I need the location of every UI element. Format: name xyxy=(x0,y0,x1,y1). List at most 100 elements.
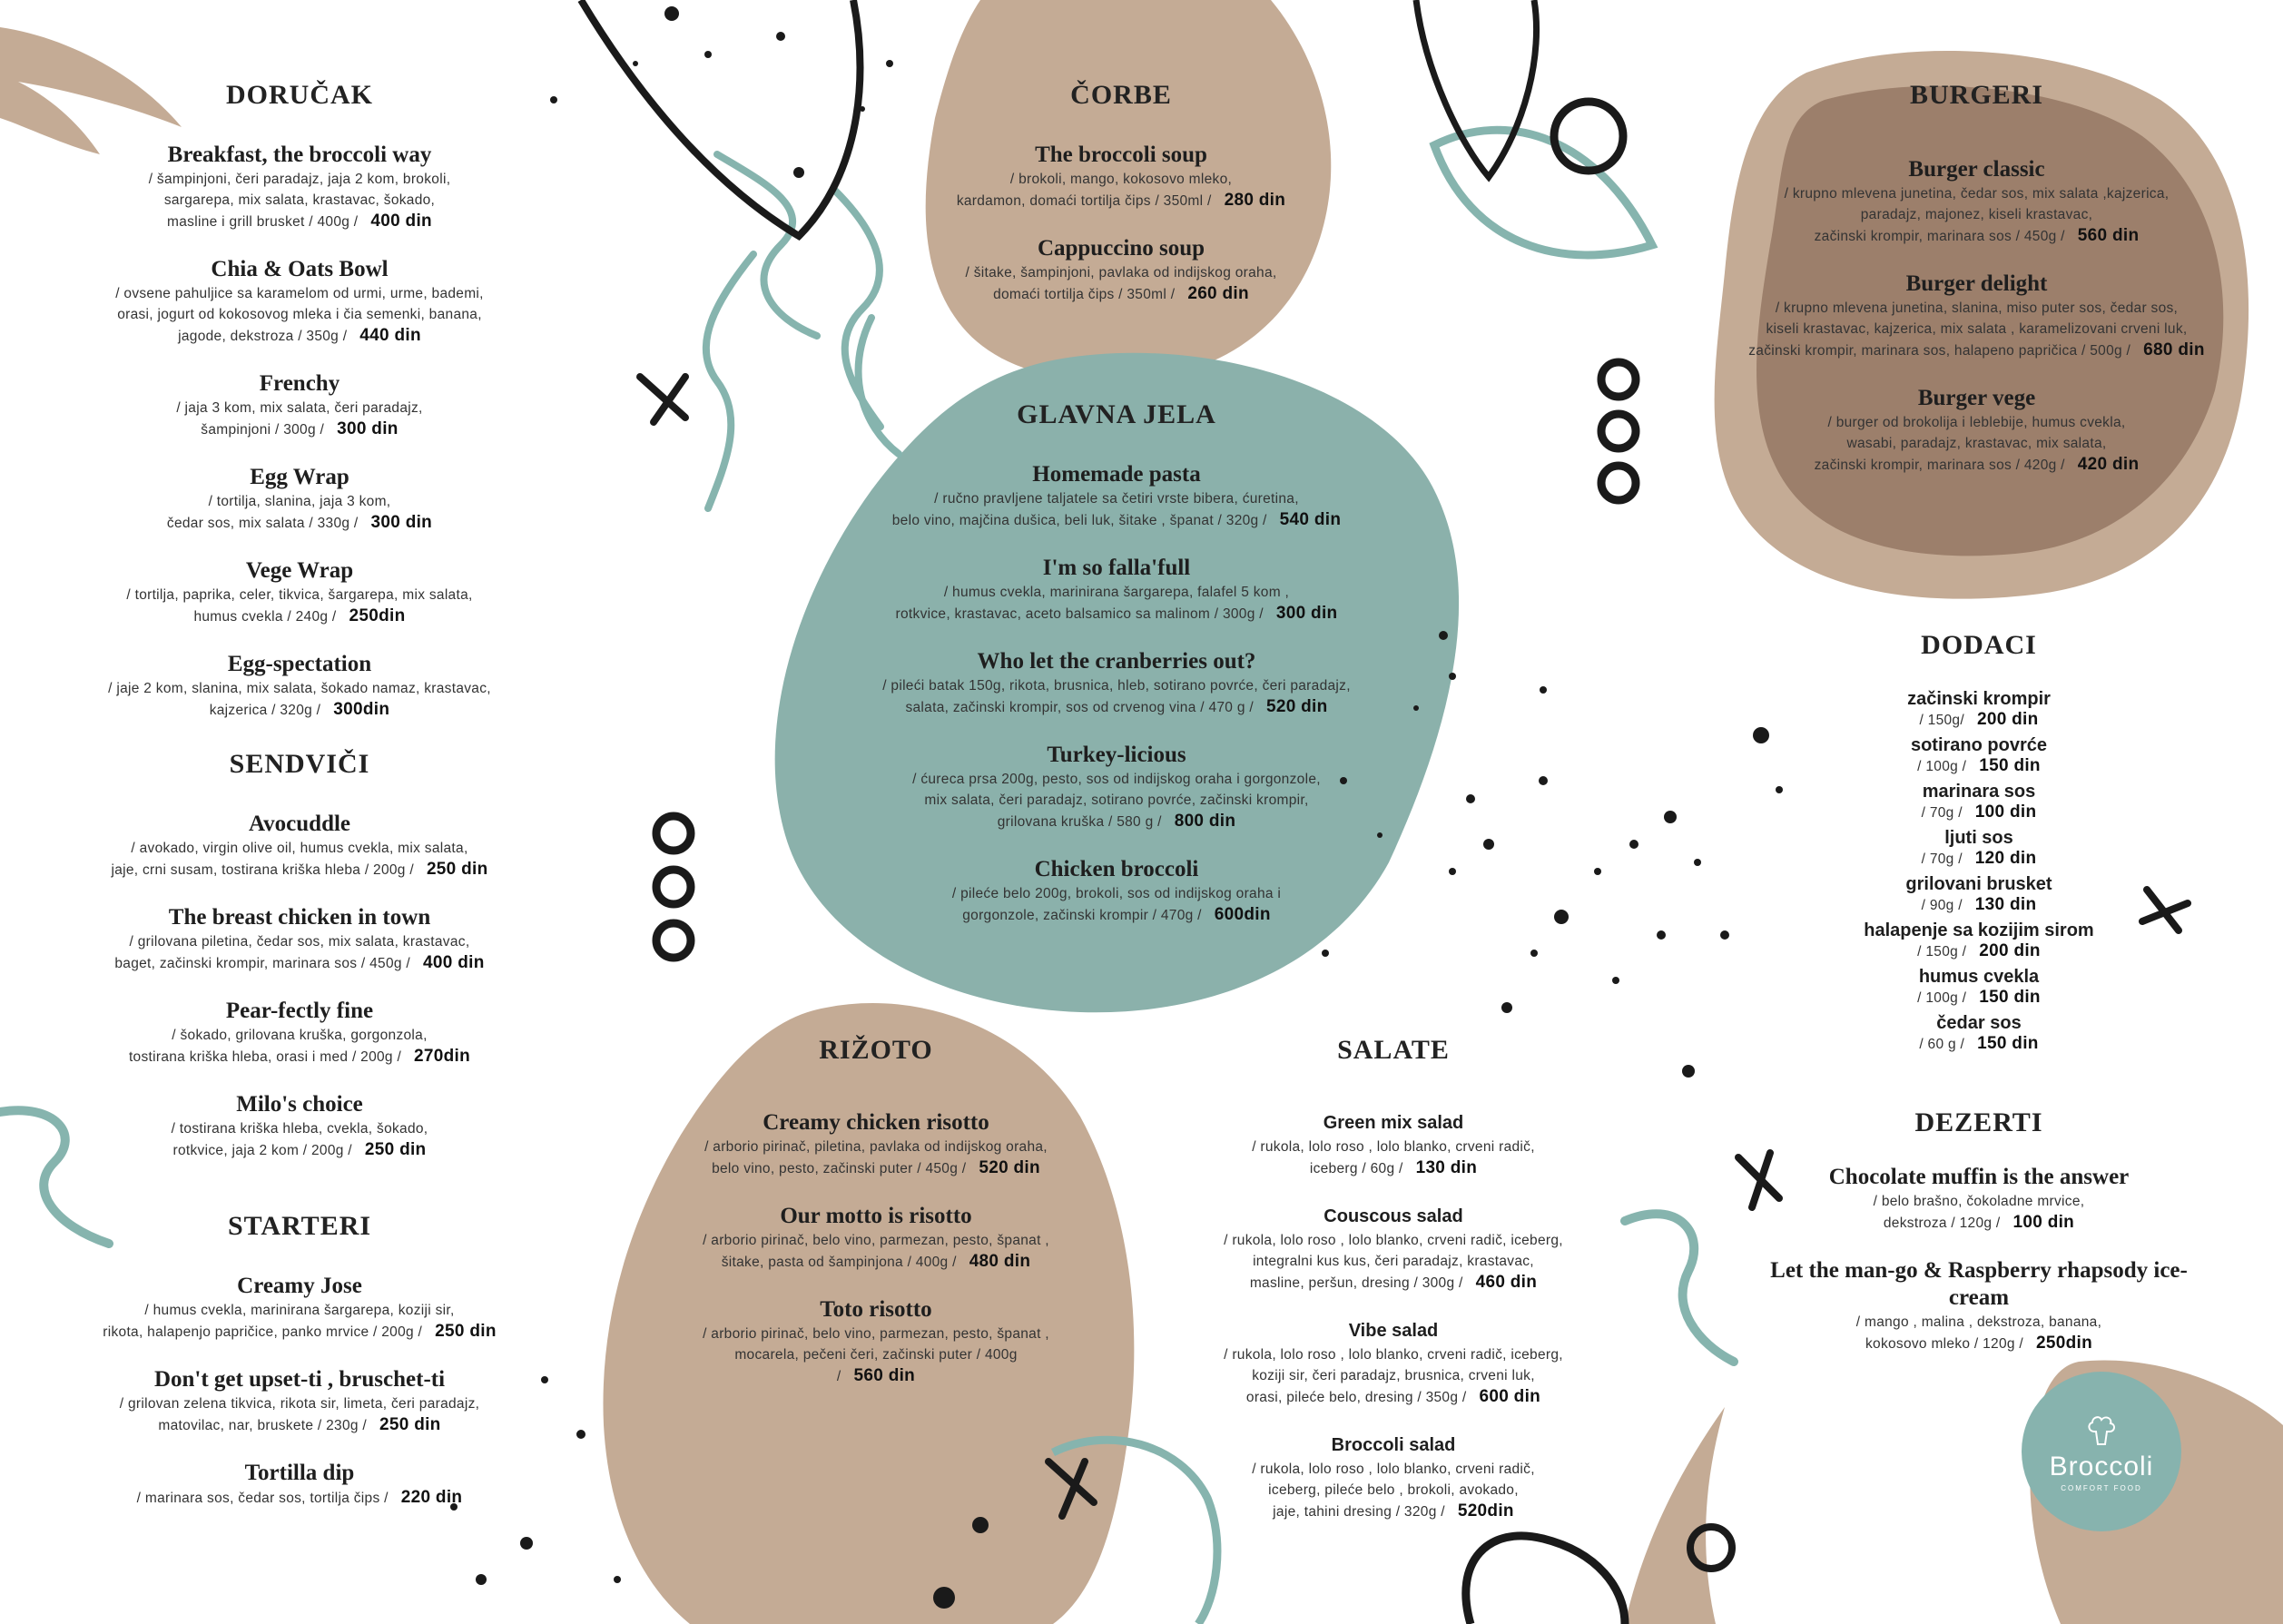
section-dorucak: DORUČAK Breakfast, the broccoli way / šam… xyxy=(91,80,508,744)
item-name: Chocolate muffin is the answer xyxy=(1828,1165,2130,1189)
item-price: 520 din xyxy=(979,1158,1040,1177)
description-line: / pileći batak 150g, rikota, brusnica, h… xyxy=(867,675,1366,696)
description-text: kardamon, domaći tortilja čips / 350ml / xyxy=(956,193,1212,209)
item-name: Couscous salad xyxy=(1324,1206,1463,1226)
menu-item: čedar sos / 60 g / 150 din xyxy=(1852,1012,2106,1055)
description-line: začinski krompir, marinara sos / 420g / 4… xyxy=(1725,454,2229,476)
menu-item: Creamy Jose / humus cvekla, marinirana ša… xyxy=(91,1273,508,1343)
item-description: / tortilja, paprika, celer, tikvica, šar… xyxy=(91,585,508,627)
menu-item: grilovani brusket / 90g / 130 din xyxy=(1852,873,2106,916)
item-price: 420 din xyxy=(2077,455,2140,474)
description-text: / ovsene pahuljice sa karamelom od urmi,… xyxy=(115,286,484,301)
description-text: iceberg / 60g / xyxy=(1309,1161,1403,1176)
item-description: / rukola, lolo roso , lolo blanko, crven… xyxy=(1194,1344,1593,1408)
item-description: / 70g / 120 din xyxy=(1852,849,2106,870)
description-line: domaći tortilja čips / 350ml / 260 din xyxy=(917,283,1325,305)
item-price: 150 din xyxy=(1977,1034,2039,1053)
menu-item: Broccoli salad / rukola, lolo roso , lolo… xyxy=(1194,1432,1593,1522)
description-line: / mango , malina , dekstroza, banana, xyxy=(1761,1312,2197,1333)
teal-squiggle-top xyxy=(702,151,902,512)
description-line: / humus cvekla, marinirana šargarepa, fa… xyxy=(867,582,1366,603)
description-line: / tostirana kriška hleba, cvekla, šokado… xyxy=(91,1118,508,1139)
item-price: 250 din xyxy=(435,1322,497,1341)
item-name: Creamy chicken risotto xyxy=(763,1110,989,1135)
description-line: rikota, halapenjo papričice, panko mrvic… xyxy=(91,1321,508,1343)
description-text: / humus cvekla, marinirana šargarepa, fa… xyxy=(943,585,1290,600)
section-sendvici: SENDVIČI Avocuddle / avokado, virgin oliv… xyxy=(91,749,508,1185)
item-name: Vibe salad xyxy=(1348,1321,1439,1341)
description-text: / šitake, šampinjoni, pavlaka od indijsk… xyxy=(965,265,1277,281)
description-text: jagode, dekstroza / 350g / xyxy=(178,329,348,344)
item-price: 200 din xyxy=(1976,710,2039,729)
black-loop-bottom xyxy=(1461,1531,1629,1624)
item-price: 520din xyxy=(1457,1501,1514,1521)
menu-items: Creamy chicken risotto / arborio pirinač,… xyxy=(694,1109,1058,1387)
menu-item: Burger classic / krupno mlevena junetina,… xyxy=(1725,156,2229,247)
section-title: DEZERTI xyxy=(1914,1107,2043,1137)
item-price: 250din xyxy=(2036,1334,2093,1353)
description-line: / krupno mlevena junetina, čedar sos, mi… xyxy=(1725,183,2229,204)
description-text: jaje, tahini dresing / 320g / xyxy=(1273,1504,1445,1520)
item-name: Egg-spectation xyxy=(227,652,372,676)
description-line: / brokoli, mango, kokosovo mleko, xyxy=(917,169,1325,190)
item-description: / tortilja, slanina, jaja 3 kom, čedar so… xyxy=(91,491,508,534)
item-price: 120 din xyxy=(1974,849,2037,868)
description-text: / ćureca prsa 200g, pesto, sos od indijs… xyxy=(912,772,1321,787)
description-line: masline i grill brusket / 400g / 400 din xyxy=(91,211,508,232)
description-line: baget, začinski krompir, marinara sos / … xyxy=(91,952,508,974)
description-line: / ovsene pahuljice sa karamelom od urmi,… xyxy=(91,283,508,304)
description-text: / burger od brokolija i leblebije, humus… xyxy=(1827,415,2126,430)
description-text: / tortilja, paprika, celer, tikvica, šar… xyxy=(126,587,473,603)
description-line: / burger od brokolija i leblebije, humus… xyxy=(1725,412,2229,433)
description-line: / rukola, lolo roso , lolo blanko, crven… xyxy=(1194,1459,1593,1480)
description-text: / humus cvekla, marinirana šargarepa, ko… xyxy=(144,1303,455,1318)
rizoto-blob xyxy=(603,1003,1135,1624)
teal-squiggle-left xyxy=(0,1106,113,1248)
item-description: / grilovana piletina, čedar sos, mix sal… xyxy=(91,931,508,974)
description-line: / 100g / 150 din xyxy=(1852,756,2106,777)
item-name: The broccoli soup xyxy=(1035,143,1207,167)
description-line: jagode, dekstroza / 350g / 440 din xyxy=(91,325,508,347)
item-price: 400 din xyxy=(370,212,432,231)
description-line: orasi, jogurt od kokosovog mleka i čia s… xyxy=(91,304,508,325)
description-line: integralni kus kus, čeri paradajz, krast… xyxy=(1194,1251,1593,1272)
glavna-jela-blob xyxy=(774,352,1460,1013)
description-text: / belo brašno, čokoladne mrvice, xyxy=(1873,1194,2085,1209)
description-text: / rukola, lolo roso , lolo blanko, crven… xyxy=(1224,1347,1563,1363)
item-name: Turkey-licious xyxy=(1047,743,1186,767)
description-text: koziji sir, čeri paradajz, brusnica, crv… xyxy=(1252,1368,1535,1383)
description-line: matovilac, nar, bruskete / 230g / 250 din xyxy=(91,1414,508,1436)
item-description: / jaje 2 kom, slanina, mix salata, šokad… xyxy=(91,678,508,721)
item-name: Milo's choice xyxy=(236,1092,363,1117)
menu-item: Avocuddle / avokado, virgin olive oil, hu… xyxy=(91,811,508,881)
description-line: kajzerica / 320g / 300din xyxy=(91,699,508,721)
description-line: masline, peršun, dresing / 300g / 460 din xyxy=(1194,1272,1593,1294)
item-price: 680 din xyxy=(2143,340,2205,359)
item-name: ljuti sos xyxy=(1944,828,2013,848)
description-text: paradajz, majonez, kiseli krastavac, xyxy=(1860,207,2093,222)
description-text: / jaja 3 kom, mix salata, čeri paradajz, xyxy=(176,400,423,416)
description-line: sargarepa, mix salata, krastavac, šokado… xyxy=(91,190,508,211)
menu-item: The broccoli soup / brokoli, mango, kokos… xyxy=(917,142,1325,212)
description-text: / marinara sos, čedar sos, tortilja čips… xyxy=(136,1491,389,1506)
description-text: / tortilja, slanina, jaja 3 kom, xyxy=(208,494,391,509)
description-text: čedar sos, mix salata / 330g / xyxy=(166,516,359,531)
menu-items: začinski krompir/ 150g/200 din sotirano p… xyxy=(1852,688,2106,1055)
description-text: začinski krompir, marinara sos / 420g / xyxy=(1814,458,2065,473)
teal-loop-rizoto xyxy=(1050,1435,1222,1624)
description-text: belo vino, majčina dušica, beli luk, šit… xyxy=(891,513,1267,528)
item-description: / ručno pravljene taljatele sa četiri vr… xyxy=(867,488,1366,531)
menu-item: humus cvekla / 100g / 150 din xyxy=(1852,966,2106,1009)
section-title: DORUČAK xyxy=(226,80,373,110)
description-text: salata, začinski krompir, sos od crvenog… xyxy=(905,700,1254,715)
item-description: / belo brašno, čokoladne mrvice, dekstroz… xyxy=(1761,1191,2197,1234)
description-text: matovilac, nar, bruskete / 230g / xyxy=(158,1418,368,1433)
broccoli-logo: Broccoli COMFORT FOOD xyxy=(2022,1372,2181,1531)
item-name: Creamy Jose xyxy=(237,1274,362,1298)
item-price: 150 din xyxy=(1979,756,2041,775)
menu-item: Milo's choice / tostirana kriška hleba, c… xyxy=(91,1091,508,1161)
item-name: Pear-fectly fine xyxy=(225,999,374,1023)
item-price: 300 din xyxy=(1275,604,1338,623)
description-line: salata, začinski krompir, sos od crvenog… xyxy=(867,696,1366,718)
